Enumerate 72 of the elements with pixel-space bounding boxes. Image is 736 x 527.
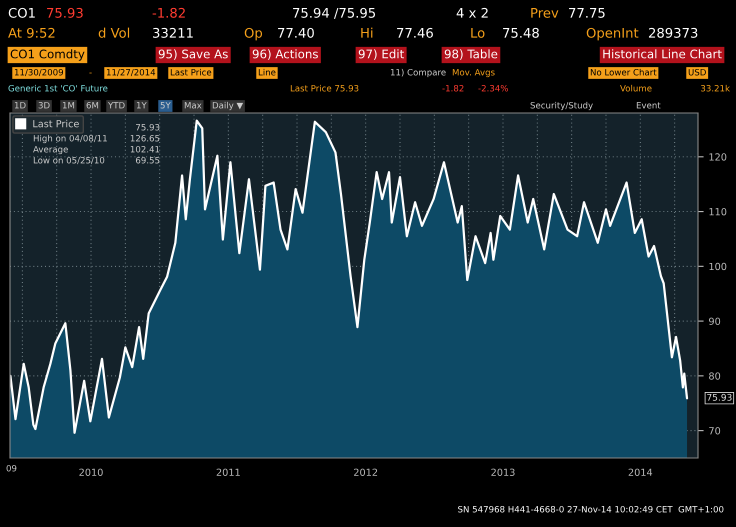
text: 98) Table	[444, 49, 498, 60]
text: Last Price	[170, 68, 212, 76]
text: 1D	[14, 102, 26, 108]
text: 96) Actions	[252, 49, 318, 60]
annotation: Average	[33, 146, 68, 154]
text: Last Price 75.93	[290, 84, 358, 92]
y-tick-label: 100	[709, 262, 726, 270]
text: -2.34%	[478, 84, 508, 92]
x-tick-label: 2013	[491, 468, 515, 476]
y-tick-label: 110	[709, 208, 726, 216]
text: 77.46	[397, 28, 433, 38]
text: 11) Compare	[390, 68, 446, 78]
text: Volume	[620, 84, 652, 92]
text: 33.21k	[701, 84, 730, 92]
x-tick-label: 2014	[628, 468, 652, 476]
text: SN 547968 H441-4668-0 27-Nov-14 10:02:49 CET GMT+1:00	[458, 506, 724, 512]
annotation: 69.55	[136, 156, 160, 164]
text: Prev	[531, 8, 558, 18]
text: YTD	[108, 102, 125, 108]
text: -	[89, 72, 92, 74]
text: 5Y	[160, 102, 171, 108]
y-tick-label: 80	[709, 372, 720, 380]
text: CO1	[8, 8, 35, 18]
y-tick-label: 70	[709, 427, 720, 434]
text: 6M	[86, 102, 98, 108]
text: CO1 Comdty	[10, 49, 85, 61]
text: Line	[258, 68, 276, 76]
text: -1.82	[442, 84, 464, 92]
text: 77.75	[569, 8, 605, 18]
text: Historical Line Chart	[603, 49, 722, 58]
x-tick-label: 2011	[216, 468, 240, 476]
text: 11/30/2009	[14, 68, 64, 76]
legend-label: Last Price	[33, 120, 79, 128]
text: 97) Edit	[358, 49, 404, 60]
x-tick-label: 2012	[354, 468, 378, 476]
text: Hi	[361, 28, 372, 38]
text: 75.94 /75.95	[293, 8, 376, 19]
text: Max	[184, 102, 202, 108]
text: Lo	[471, 28, 484, 38]
text: -1.82	[152, 8, 185, 18]
annotation: 102.41	[130, 146, 160, 152]
text: 75.93	[47, 8, 83, 18]
text: d Vol	[98, 28, 130, 38]
text: USD	[688, 68, 706, 76]
text: At 9:52	[8, 28, 54, 38]
text: 95) Save As	[158, 49, 228, 60]
text: 4 x 2	[456, 8, 488, 18]
text: No Lower Chart	[590, 68, 656, 76]
text: 11/27/2014	[106, 68, 156, 76]
y-tick-label: 120	[709, 153, 726, 161]
annotation: 75.93	[707, 394, 732, 401]
annotation: Low on 05/25/10	[34, 156, 104, 164]
annotation: 126.65	[130, 134, 160, 142]
text: Event	[636, 102, 660, 108]
text: Mov. Avgs	[452, 69, 495, 78]
text: Op	[244, 28, 262, 40]
text: OpenInt	[586, 28, 638, 40]
text: 33211	[153, 28, 193, 38]
text: 3D	[38, 102, 50, 108]
y-tick-label: 90	[709, 318, 720, 325]
text: Daily ▼	[212, 102, 244, 110]
text: Generic 1st 'CO' Future	[8, 84, 108, 92]
text: 77.40	[278, 28, 314, 38]
text: 1M	[62, 102, 74, 108]
annotation: High on 04/08/11	[34, 134, 107, 144]
annotation: 75.93	[136, 124, 160, 130]
text: 289373	[648, 28, 698, 38]
text: 75.48	[503, 28, 539, 38]
text: 1Y	[136, 102, 147, 108]
text: 09	[6, 464, 16, 472]
x-tick-label: 2010	[79, 468, 103, 476]
text: Security/Study	[530, 102, 593, 110]
